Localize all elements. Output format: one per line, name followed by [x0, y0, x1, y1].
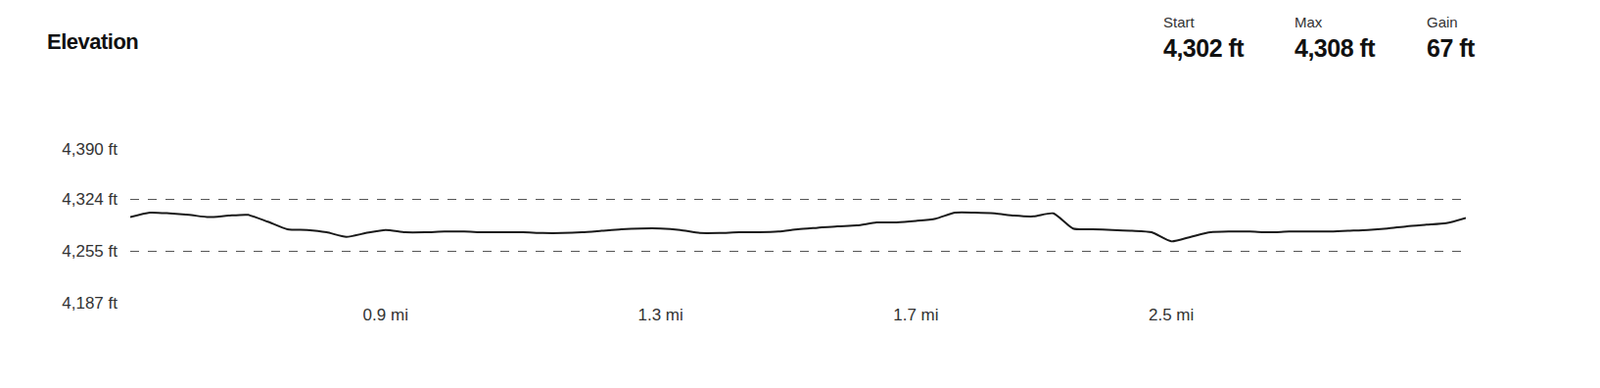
html-text:Start: Start [1163, 13, 1195, 31]
html-text:4,308 ft: 4,308 ft [1294, 34, 1375, 62]
svg-text:1.7 mi: 1.7 mi [893, 305, 939, 325]
html-text:Max: Max [1294, 13, 1323, 31]
svg-text:4,255 ft: 4,255 ft [61, 241, 118, 261]
html-text:67 ft: 67 ft [1426, 34, 1475, 62]
svg-text:0.9 mi: 0.9 mi [363, 305, 409, 325]
svg-text:4,187 ft: 4,187 ft [61, 293, 118, 313]
svg-text:4,324 ft: 4,324 ft [61, 189, 118, 209]
html-text:4,302 ft: 4,302 ft [1163, 34, 1244, 62]
svg-text:4,390 ft: 4,390 ft [61, 140, 118, 159]
html-text:Gain: Gain [1426, 13, 1458, 31]
html-text:Elevation: Elevation [47, 29, 139, 54]
svg-text:2.5 mi: 2.5 mi [1148, 305, 1194, 325]
svg-text:1.3 mi: 1.3 mi [637, 305, 683, 325]
